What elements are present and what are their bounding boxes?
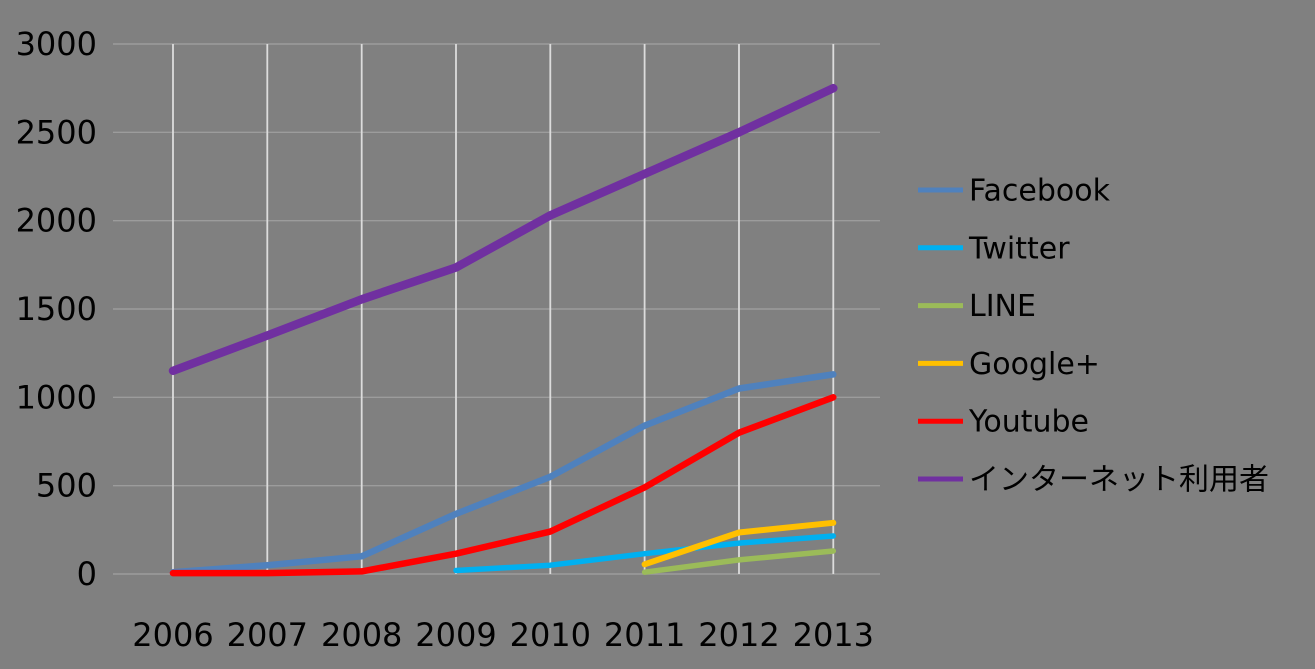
legend-item-facebook: Facebook [918,174,1111,209]
legend-item-line: LINE [918,289,1036,324]
x-axis-tick-label: 2010 [510,616,591,654]
series-line-facebook [169,371,837,576]
y-axis-tick-label: 3000 [16,25,97,63]
legend-label-twitter: Twitter [968,231,1070,266]
x-axis-tick-label: 2011 [604,616,685,654]
legend-item-youtube: Youtube [918,405,1089,440]
x-axis-tick-label: 2009 [415,616,496,654]
legend-label-internet-users: インターネット利用者 [969,463,1269,498]
series-line-google-plus [641,519,837,568]
x-axis-tick-label: 2012 [698,616,779,654]
x-axis-tick-label: 2006 [132,616,213,654]
series-lines [168,83,838,577]
legend-item-internet-users: インターネット利用者 [918,463,1269,498]
y-axis-tick-label: 2000 [16,202,97,240]
x-axis-tick-label: 2008 [321,616,402,654]
y-axis-tick-label: 1000 [16,378,97,416]
series-line-internet-users [168,83,838,376]
legend-item-google-plus: Google+ [918,347,1100,382]
legend-label-youtube: Youtube [968,405,1089,440]
legend-item-twitter: Twitter [918,231,1070,266]
legend: Facebook Twitter LINE Google+ Youtube インターネット… [918,174,1269,498]
y-axis-tick-label: 2500 [16,113,97,151]
legend-label-facebook: Facebook [969,174,1111,209]
series-line-line [641,548,837,575]
y-axis-tick-label: 500 [36,467,97,505]
x-axis-tick-label: 2007 [227,616,308,654]
series-line-youtube [169,394,837,577]
legend-label-google-plus: Google+ [969,347,1100,382]
x-axis-tick-label: 2013 [793,616,874,654]
legend-label-line: LINE [969,289,1036,324]
y-axis-tick-label: 1500 [16,290,97,328]
y-axis-tick-label: 0 [77,555,97,593]
series-line-twitter [453,533,837,574]
